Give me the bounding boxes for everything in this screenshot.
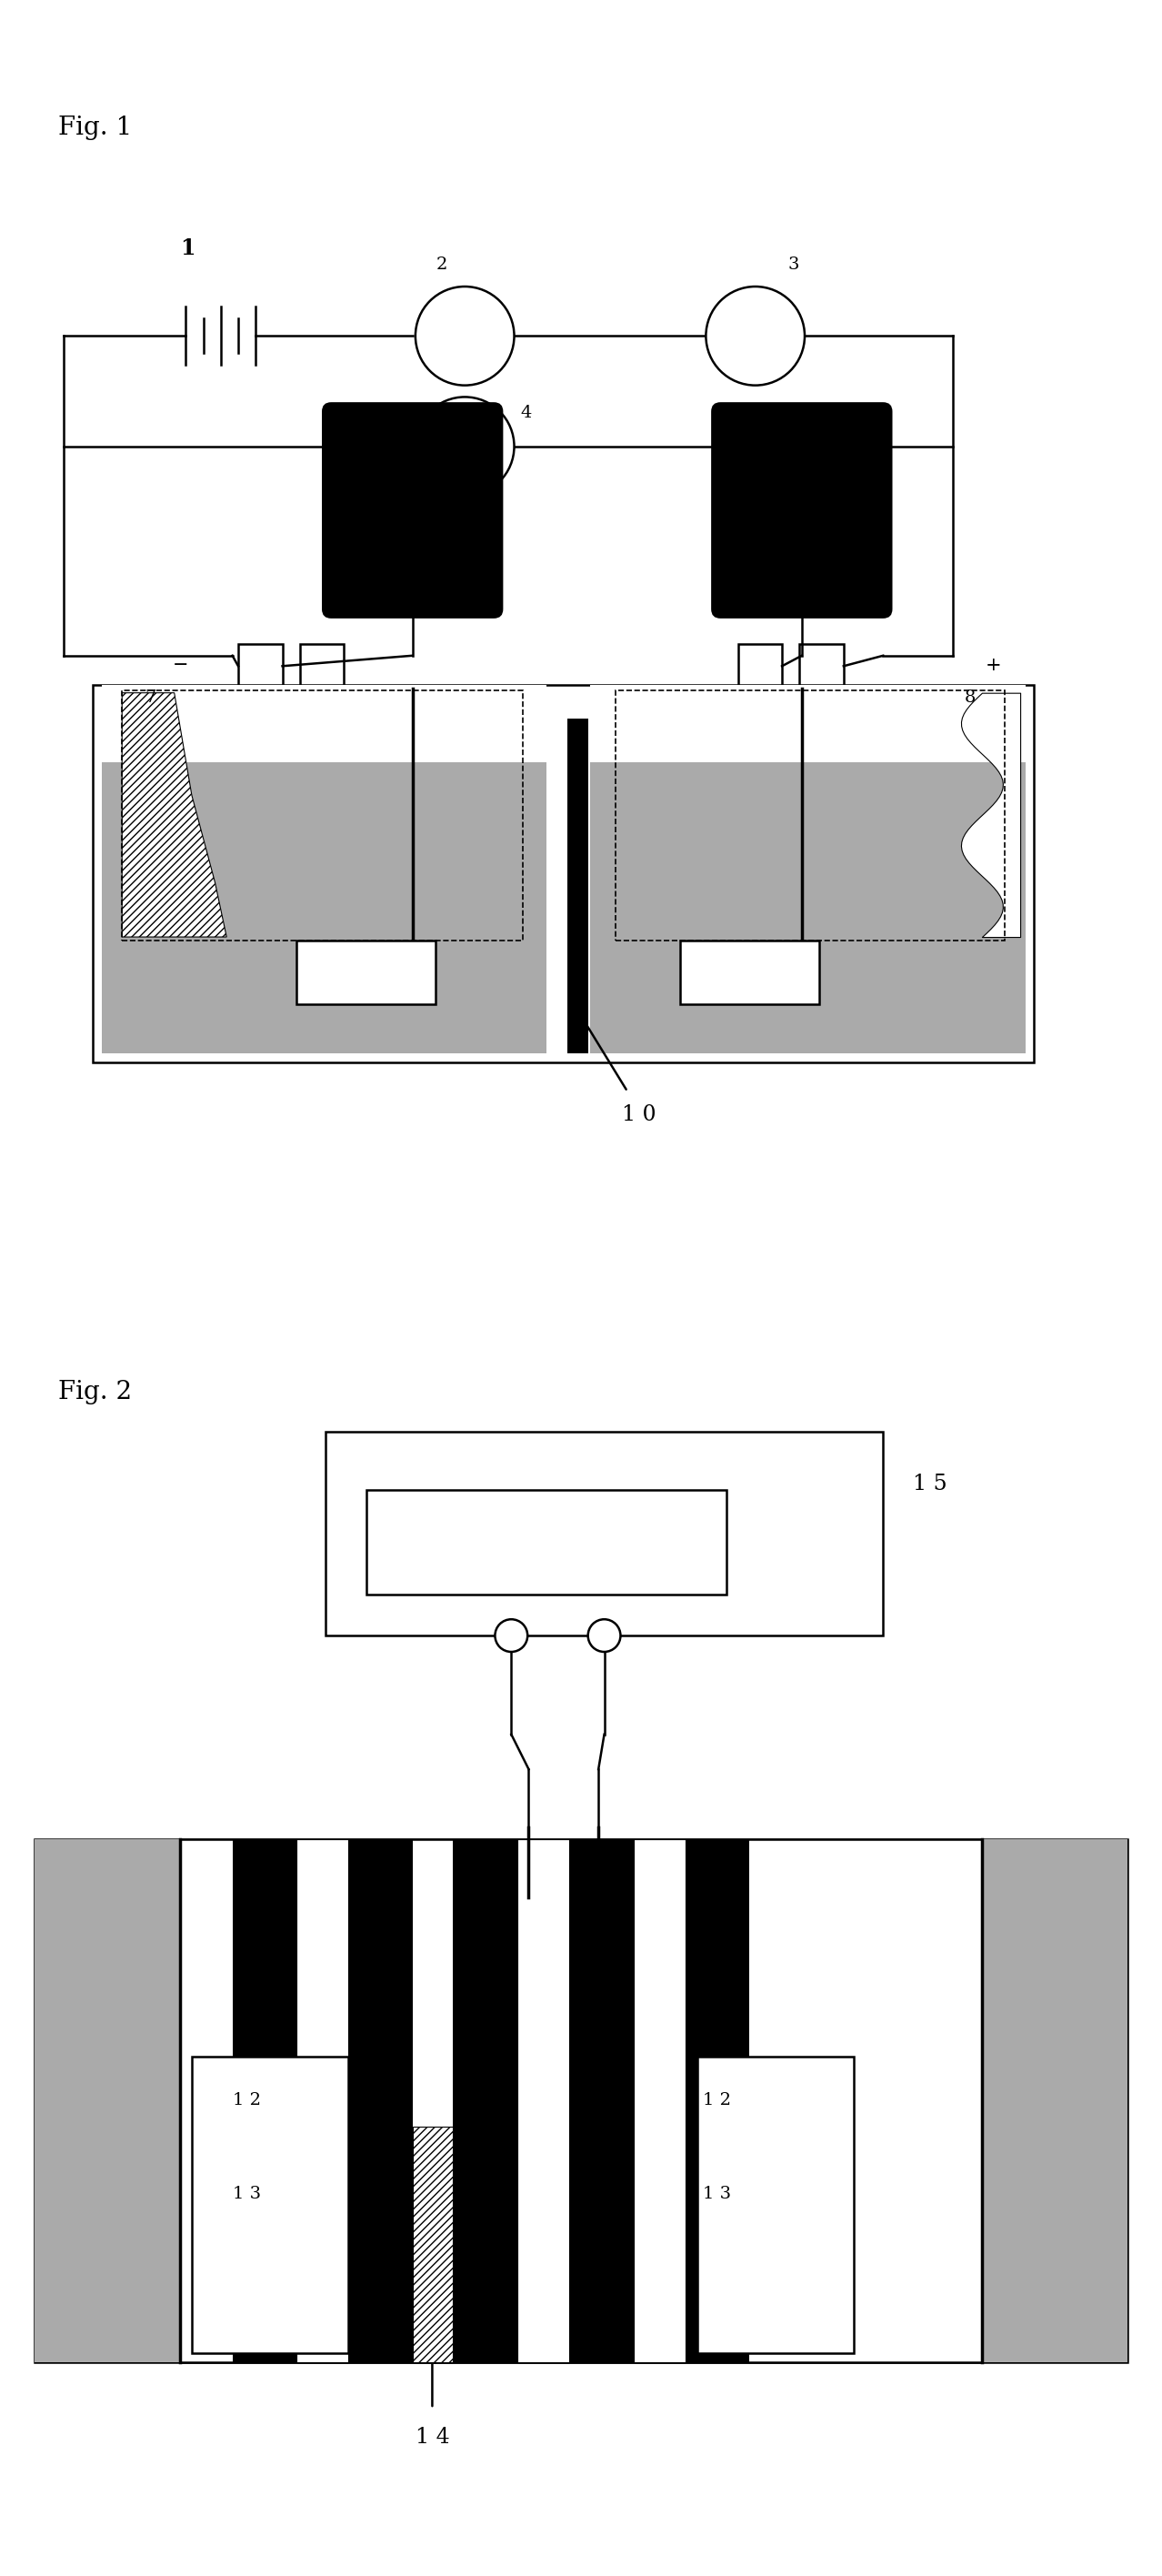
Text: 5: 5 [406,500,419,520]
Circle shape [588,1620,621,1651]
Bar [517,1839,569,2362]
Bar [93,685,1034,1061]
Bar [453,1839,517,2362]
Text: 1 3: 1 3 [232,2184,260,2202]
Text: 1 3: 1 3 [703,2184,731,2202]
Text: 1 2: 1 2 [703,2092,731,2110]
Bar [366,1492,726,1595]
Bar [569,1839,633,2362]
Ellipse shape [416,286,515,386]
Text: V: V [457,438,473,459]
Bar [982,1839,1127,2362]
Bar [192,2056,349,2352]
Bar [122,690,523,940]
FancyBboxPatch shape [322,402,503,618]
Text: 2: 2 [436,258,447,273]
Text: 5: 5 [795,500,809,520]
Bar [349,1839,413,2362]
Bar [738,644,782,688]
Bar [590,762,1026,1054]
Bar [686,1839,749,2362]
Bar [633,1839,686,2362]
Text: 1 4: 1 4 [415,2427,450,2447]
Bar [567,719,588,1054]
Bar [590,685,1026,762]
Text: +: + [985,657,1002,672]
Circle shape [495,1620,528,1651]
Text: Q: Q [746,327,765,348]
Text: 1 0: 1 0 [622,1105,657,1126]
Polygon shape [122,693,227,938]
Text: 1 5: 1 5 [912,1473,947,1494]
Text: 1 2: 1 2 [232,2092,260,2110]
Text: 6: 6 [360,963,372,981]
Text: 3: 3 [788,258,799,273]
Text: 7: 7 [145,690,157,706]
Bar [616,690,1005,940]
Ellipse shape [416,397,515,495]
Text: Fig. 2: Fig. 2 [58,1381,131,1404]
Text: 8: 8 [964,690,976,706]
Bar [296,940,436,1005]
Text: Fig. 1: Fig. 1 [58,116,132,139]
Bar [680,940,819,1005]
Bar [180,1839,982,2362]
Bar [35,1839,1127,2362]
Bar [325,1432,883,1636]
Bar [102,685,546,762]
Text: 4: 4 [521,404,532,420]
Text: −: − [172,657,188,672]
Bar [35,1839,180,2362]
Text: A: A [457,327,473,348]
FancyBboxPatch shape [711,402,892,618]
Text: 1: 1 [180,237,195,260]
Bar [300,644,344,688]
Text: 6: 6 [744,963,755,981]
Ellipse shape [706,286,805,386]
Bar [238,644,282,688]
Bar [799,644,844,688]
Bar [296,1839,349,2362]
Bar [102,762,546,1054]
Bar [413,2128,453,2362]
Bar [232,1839,296,2362]
Bar [697,2056,854,2352]
